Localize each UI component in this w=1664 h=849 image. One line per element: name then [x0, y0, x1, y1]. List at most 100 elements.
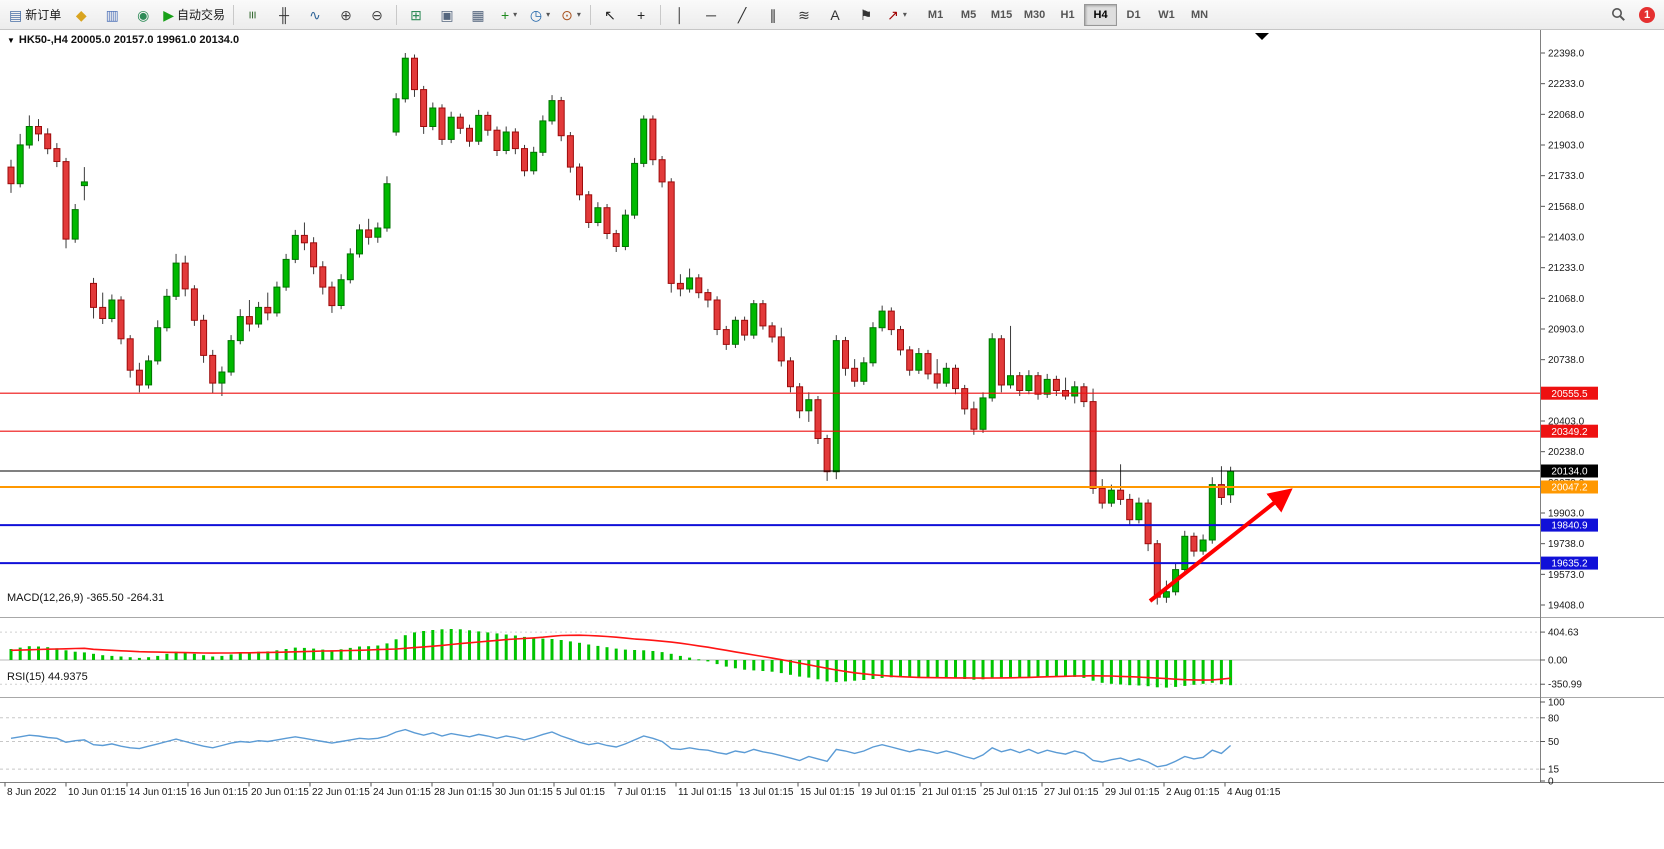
line-chart-icon[interactable]: ∿: [300, 2, 330, 28]
macd-bar: [688, 657, 692, 660]
chart-canvas[interactable]: 22398.0 22233.0 22068.0 21903.0 21733.0 21568…: [0, 30, 1664, 849]
macd-bar: [697, 659, 701, 661]
candle-body: [530, 151, 538, 172]
tile-windows-icon[interactable]: ⊞: [401, 2, 431, 28]
macd-bar: [523, 636, 526, 660]
bar-chart-icon[interactable]: ≡: [238, 2, 268, 28]
period-button[interactable]: ◷ ▾: [525, 2, 555, 28]
candle-body: [319, 266, 327, 288]
macd-bar: [761, 660, 765, 671]
macd-bar: [1201, 660, 1205, 684]
search-button[interactable]: [1603, 2, 1633, 28]
line-chart-icon-icon: ∿: [309, 6, 321, 23]
macd-bar: [596, 645, 600, 660]
timeframe-button-M30[interactable]: M30: [1023, 8, 1046, 21]
timeframe-button-M1[interactable]: M1: [927, 8, 944, 21]
macd-bar: [202, 655, 206, 660]
macd-bar: [1109, 660, 1113, 684]
chart-collapse-icon[interactable]: ▼: [7, 35, 15, 45]
cursor-icon[interactable]: ↖: [595, 2, 625, 28]
time-tick-label: 14 Jun 01:15: [129, 787, 187, 798]
trend-arrow[interactable]: [1148, 488, 1293, 603]
macd-bar: [1036, 660, 1040, 677]
horizontal-line-icon[interactable]: ─: [696, 2, 726, 28]
macd-bar: [358, 646, 361, 660]
zoom-out-icon[interactable]: ⊖: [362, 2, 392, 28]
profiles-icon-icon: ▥: [105, 6, 119, 23]
macd-bar: [101, 655, 105, 660]
arrange-windows-icon[interactable]: ▦: [463, 2, 493, 28]
equidistant-channel-icon[interactable]: ∥: [758, 2, 788, 28]
time-tick-label: 5 Jul 01:15: [556, 787, 605, 798]
new-chart-button[interactable]: + ▾: [494, 2, 524, 28]
profiles-icon[interactable]: ▥: [97, 2, 127, 28]
macd-bar: [330, 650, 334, 660]
macd-bar: [917, 660, 921, 678]
candle-body: [1227, 470, 1235, 496]
cascade-windows-icon[interactable]: ▣: [432, 2, 462, 28]
time-axis[interactable]: 8 Jun 2022 10 Jun 01:15 14 Jun 01:15 16 Jun…: [4, 782, 1281, 799]
arrow-objects-button[interactable]: ↗ ▾: [882, 2, 912, 28]
timeframe-button-MN[interactable]: MN: [1190, 8, 1209, 21]
scroll-to-end-marker[interactable]: [1255, 33, 1269, 40]
timeframe-button-W1[interactable]: W1: [1158, 8, 1175, 21]
vertical-line-icon[interactable]: │: [665, 2, 695, 28]
chart-title-bar: ▼ HK50-,H4 20005.0 20157.0 19961.0 20134…: [7, 34, 239, 46]
toolbar-separator: [590, 4, 592, 25]
price-tick-label: 22233.0: [1548, 79, 1585, 90]
text-label-icon[interactable]: ⚑: [851, 2, 881, 28]
candle-body: [612, 233, 620, 248]
macd-bar: [376, 645, 380, 660]
macd-bar: [963, 660, 967, 679]
macd-bar: [266, 651, 270, 660]
horizontal-lines: 20555.5 20349.2 20134.0 20047.2 19840.9 19635…: [0, 386, 1598, 570]
timeframe-button-M5[interactable]: M5: [960, 8, 977, 21]
macd-bar: [110, 655, 114, 660]
macd-bar: [935, 660, 939, 678]
trendline-icon-icon: ╱: [737, 6, 747, 23]
data-window-icon[interactable]: ◉: [128, 2, 158, 28]
macd-signal-line: [10, 634, 1231, 681]
chevron-down-icon: ▾: [513, 10, 518, 19]
price-tag: [1541, 556, 1598, 570]
auto-trading-button[interactable]: ▶ 自动交易: [159, 2, 229, 28]
candle-body: [814, 399, 822, 440]
price-tick-label: 21233.0: [1548, 263, 1585, 274]
macd-bar: [495, 633, 499, 660]
candle-body: [200, 319, 208, 356]
price-tick-label: 21903.0: [1548, 141, 1585, 152]
candle-body: [851, 367, 859, 382]
vertical-line-icon-icon: │: [675, 6, 685, 23]
indicators-button[interactable]: ⊙ ▾: [556, 2, 586, 28]
macd-bar: [312, 648, 316, 660]
fibonacci-icon[interactable]: ≋: [789, 2, 819, 28]
timeframe-button-H1[interactable]: H1: [1060, 8, 1075, 21]
rsi-axis-label: 100: [1548, 698, 1565, 709]
candle-body: [649, 118, 657, 161]
time-tick-label: 29 Jul 01:15: [1105, 787, 1160, 798]
candlestick-chart-icon[interactable]: ╫: [269, 2, 299, 28]
crosshair-icon[interactable]: +: [626, 2, 656, 28]
time-tick-label: 16 Jun 01:15: [190, 787, 248, 798]
timeframe-button-H4[interactable]: H4: [1084, 3, 1118, 26]
new-order-button[interactable]: ▤ 新订单: [5, 2, 65, 28]
charts-stack-icon[interactable]: ◆: [66, 2, 96, 28]
trendline-icon[interactable]: ╱: [727, 2, 757, 28]
notification-badge[interactable]: 1: [1639, 6, 1655, 23]
timeframe-button-D1[interactable]: D1: [1126, 8, 1141, 21]
zoom-in-icon[interactable]: ⊕: [331, 2, 361, 28]
macd-bar: [220, 655, 224, 660]
timeframe-button-M15[interactable]: M15: [990, 8, 1013, 21]
price-axis: 22398.0 22233.0 22068.0 21903.0 21733.0 21568…: [1540, 49, 1585, 612]
candle-body: [310, 242, 318, 268]
price-tick-label: 20403.0: [1548, 417, 1585, 428]
charts-stack-icon-icon: ◆: [75, 6, 87, 23]
macd-bar: [623, 649, 627, 660]
candle-body: [1052, 378, 1060, 391]
candle-body: [447, 116, 455, 140]
candle-body: [713, 299, 721, 330]
zoom-out-icon-icon: ⊖: [371, 6, 383, 23]
text-icon[interactable]: A: [820, 2, 850, 28]
candle-body: [291, 234, 299, 260]
candle-body: [704, 292, 712, 301]
